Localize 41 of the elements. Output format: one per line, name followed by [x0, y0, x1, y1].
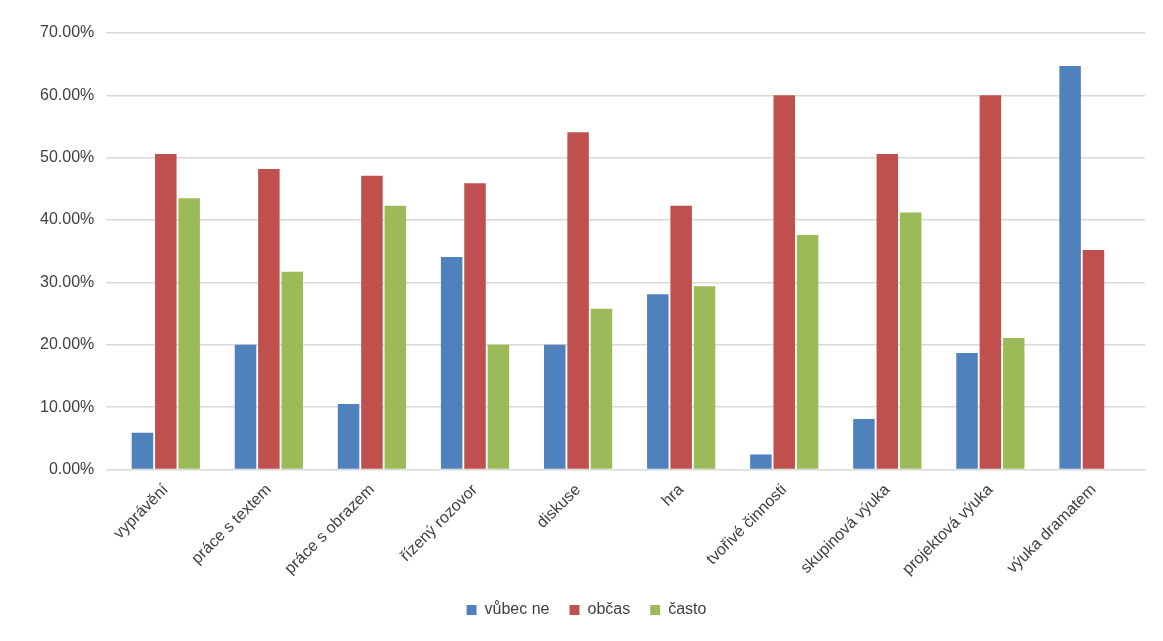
bar — [979, 95, 1002, 469]
bar — [647, 294, 669, 469]
legend-label: často — [668, 600, 707, 618]
y-tick-label: 70.00% — [40, 23, 95, 41]
bar — [258, 168, 280, 469]
bar — [178, 198, 200, 469]
bar — [384, 205, 407, 469]
bar — [567, 132, 589, 469]
legend-label: vůbec ne — [484, 600, 550, 618]
bar — [590, 308, 613, 469]
bar — [670, 205, 692, 469]
bar — [956, 352, 978, 469]
bar — [1082, 250, 1105, 469]
y-tick-label: 30.00% — [40, 272, 95, 290]
bar — [361, 175, 383, 469]
bar — [876, 153, 899, 469]
bar — [1003, 337, 1025, 469]
y-tick-label: 10.00% — [40, 397, 95, 415]
bar — [796, 235, 819, 469]
bar — [155, 153, 177, 469]
y-tick-label: 0.00% — [48, 459, 95, 477]
y-tick-label: 50.00% — [40, 148, 95, 166]
bar — [234, 344, 257, 469]
x-tick-label: hra — [658, 480, 687, 509]
y-tick-label: 60.00% — [40, 85, 95, 103]
bar — [464, 183, 486, 469]
bar — [750, 454, 772, 469]
bar — [1059, 66, 1081, 469]
bar — [487, 344, 510, 469]
bar — [693, 286, 716, 469]
bar — [773, 95, 795, 469]
y-tick-label: 40.00% — [40, 210, 95, 228]
bar — [543, 344, 566, 469]
legend-label: občas — [587, 600, 631, 618]
bar — [853, 419, 875, 469]
bar — [899, 212, 922, 469]
y-tick-label: 20.00% — [40, 335, 95, 353]
bar — [337, 404, 360, 469]
bar — [131, 432, 154, 469]
bar — [281, 271, 303, 469]
bar — [440, 256, 463, 469]
